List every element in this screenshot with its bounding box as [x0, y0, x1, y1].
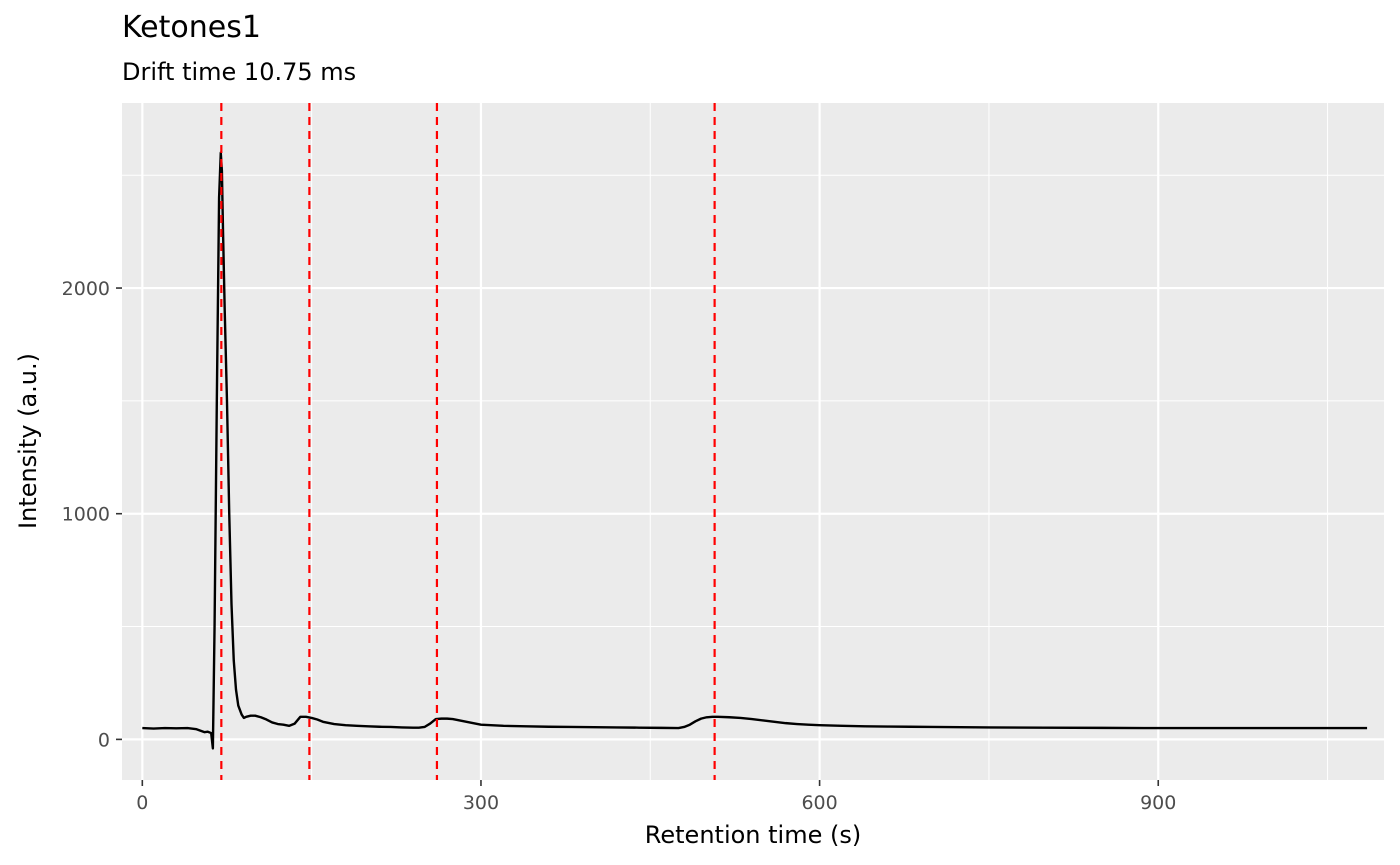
- peak-markers: [220, 103, 716, 780]
- x-tick-label: 300: [463, 792, 499, 814]
- minor-gridlines: [122, 103, 1384, 780]
- major-gridlines: [122, 103, 1384, 780]
- x-tick-label: 900: [1140, 792, 1176, 814]
- y-axis: 0 1000 2000: [62, 278, 122, 751]
- chart-title: Ketones1: [122, 10, 261, 45]
- series-layer: [142, 151, 1368, 750]
- y-axis-title: Intensity (a.u.): [14, 353, 42, 529]
- intensity-series-line: [142, 151, 1368, 750]
- x-tick-label: 0: [136, 792, 148, 814]
- x-axis-title: Retention time (s): [645, 821, 861, 849]
- plot-panel: [122, 103, 1384, 780]
- y-tick-label: 0: [98, 729, 110, 751]
- x-axis: 0 300 600 900: [136, 780, 1176, 814]
- x-tick-label: 600: [801, 792, 837, 814]
- chart-subtitle: Drift time 10.75 ms: [122, 58, 357, 86]
- y-tick-label: 2000: [62, 278, 110, 300]
- y-tick-label: 1000: [62, 504, 110, 526]
